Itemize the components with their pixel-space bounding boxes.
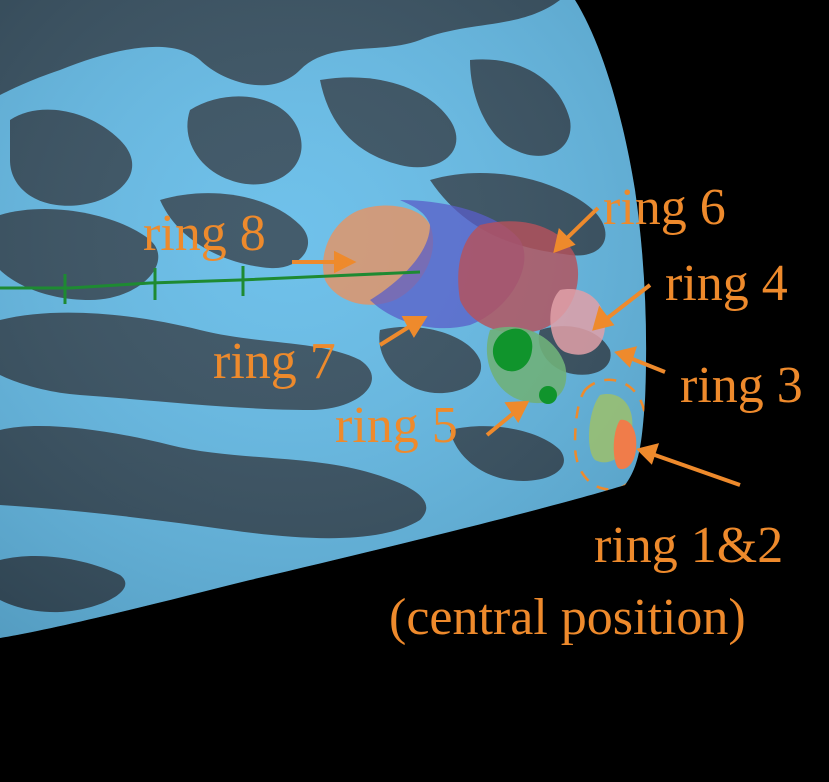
ring3-label: ring 3 (680, 357, 803, 414)
ring4-arrowhead (592, 305, 615, 331)
ring5-core (492, 328, 533, 372)
ring8-label: ring 8 (143, 205, 266, 262)
green-axis-line (0, 266, 421, 304)
ring3-arrowhead (614, 346, 638, 368)
ring7-arrowhead (401, 316, 428, 338)
ring12-roi (613, 419, 637, 470)
ring5-arrow (485, 410, 517, 437)
ring12-arrowhead (636, 443, 660, 465)
ring6-roi (458, 221, 579, 334)
ring6-arrow (563, 206, 600, 242)
ring7-arrow (378, 323, 414, 347)
ring4-arrow (603, 283, 652, 322)
ring-rois (323, 200, 637, 470)
ring4-label: ring 4 (665, 255, 788, 312)
ring8-arrowhead (334, 250, 357, 274)
ring5-arrowhead (504, 400, 530, 423)
ring12-label: ring 1&2 (594, 517, 784, 574)
ring5-dot (539, 386, 557, 404)
ring4-roi (550, 289, 605, 355)
ring3-arrow (629, 356, 666, 374)
ring6-label: ring 6 (603, 179, 726, 236)
ring12-arrow (651, 452, 741, 487)
ring7-label: ring 7 (213, 333, 336, 390)
annotation-arrows (292, 206, 741, 487)
ring6-arrowhead (553, 228, 576, 254)
ring5-label: ring 5 (335, 397, 458, 454)
ring12-caption: (central position) (389, 589, 746, 646)
